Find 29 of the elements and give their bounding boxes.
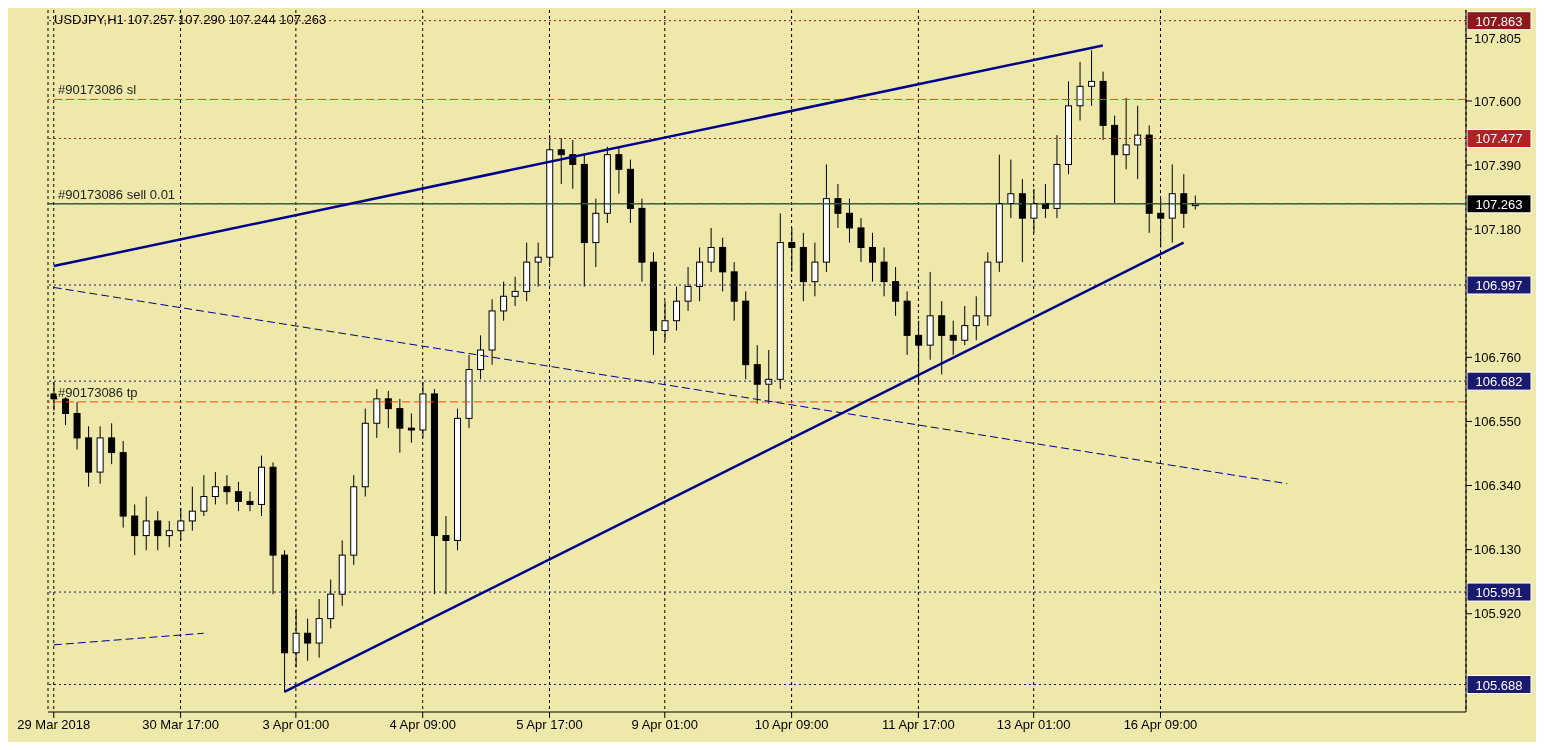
x-tick-label: 13 Apr 01:00 bbox=[996, 717, 1071, 733]
y-tick-label: 106.340 bbox=[1474, 478, 1521, 494]
y-tick-label: 106.760 bbox=[1474, 349, 1521, 365]
y-tick-label: 106.130 bbox=[1474, 542, 1521, 558]
ref-line-label: 106.682 bbox=[1475, 374, 1523, 390]
x-tick-label: 9 Apr 01:00 bbox=[631, 717, 699, 733]
ref-line-label: #90173086 sl bbox=[58, 82, 137, 98]
ref-line-label: 107.863 bbox=[1475, 13, 1523, 29]
x-tick-label: 29 Mar 2018 bbox=[17, 717, 91, 733]
x-tick-label: 4 Apr 09:00 bbox=[389, 717, 456, 733]
y-tick-label: 105.920 bbox=[1474, 606, 1521, 622]
y-tick-label: 107.390 bbox=[1474, 157, 1521, 173]
ref-line-label: 105.991 bbox=[1475, 585, 1523, 601]
x-tick-label: 10 Apr 09:00 bbox=[754, 717, 829, 733]
y-tick-label: 107.805 bbox=[1474, 31, 1521, 46]
y-tick-label: 106.550 bbox=[1474, 414, 1521, 430]
x-tick-label: 3 Apr 01:00 bbox=[262, 717, 330, 733]
x-tick-label: 5 Apr 17:00 bbox=[516, 717, 583, 733]
ref-line-label: 107.263 bbox=[1475, 196, 1523, 212]
ref-line-label: #90173086 sell 0.01 bbox=[58, 186, 176, 202]
x-tick-label: 11 Apr 17:00 bbox=[882, 717, 955, 733]
y-tick-label: 107.180 bbox=[1474, 221, 1521, 237]
ref-line-label: 105.688 bbox=[1475, 677, 1523, 693]
y-tick-label: 107.600 bbox=[1474, 93, 1521, 109]
ref-line-label: 107.477 bbox=[1475, 131, 1523, 147]
chart-title: USDJPY,H1 107.257 107.290 107.244 107.263 bbox=[54, 12, 327, 27]
x-tick-label: 16 Apr 09:00 bbox=[1123, 717, 1198, 733]
x-tick-label: 30 Mar 17:00 bbox=[142, 717, 219, 733]
ref-line-label: 106.997 bbox=[1475, 278, 1523, 293]
